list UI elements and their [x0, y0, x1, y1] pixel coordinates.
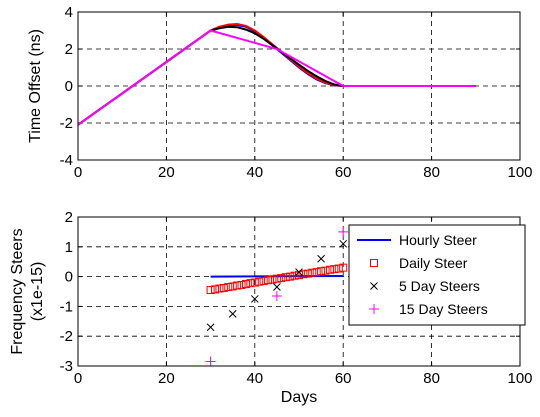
- x-tick-label: 100: [507, 370, 532, 387]
- data-point: [339, 239, 348, 248]
- data-point: [241, 280, 250, 289]
- y-tick-label: -3: [60, 358, 73, 375]
- series-3: [77, 29, 476, 126]
- data-point: [250, 295, 259, 303]
- y-tick-label: 4: [65, 4, 73, 21]
- series-line: [77, 29, 476, 126]
- y-axis-label-line: Frequency Steers: [9, 228, 26, 354]
- y-tick-label: -2: [60, 115, 73, 132]
- x-tick-label: 40: [246, 164, 263, 181]
- data-point: [299, 270, 308, 279]
- data-point: [334, 264, 343, 273]
- y-tick-label: 2: [65, 41, 73, 58]
- y-axis-label: Time Offset (ns): [27, 29, 44, 143]
- y-tick-label: -1: [60, 298, 73, 315]
- frequency-steers-chart: 0 20 40 60 80 100 -3 -2 -1 0 1 2 Frequency Steers (x1…: [9, 209, 533, 406]
- legend-swatch: [369, 304, 379, 314]
- series-0: [210, 275, 344, 278]
- x-tick-label: 60: [335, 370, 352, 387]
- data-point: [317, 267, 326, 276]
- legend-label: 15 Day Steers: [399, 301, 488, 317]
- x-axis-label: Days: [281, 389, 317, 406]
- legend-label: Daily Steer: [399, 255, 468, 271]
- legend: Hourly Steer Daily Steer 5 Day Steers 15 Da…: [348, 224, 526, 326]
- data-point: [290, 271, 299, 280]
- data-point: [250, 278, 259, 287]
- data-point: [228, 282, 237, 291]
- x-tick-label: 0: [74, 164, 82, 181]
- legend-swatch: [370, 282, 378, 290]
- data-point: [237, 280, 246, 289]
- data-point: [321, 266, 330, 275]
- data-point: [338, 226, 349, 237]
- data-point: [308, 268, 317, 277]
- data-point: [264, 276, 273, 285]
- legend-label: 5 Day Steers: [399, 278, 480, 294]
- data-point: [259, 277, 268, 286]
- y-tick-label: 1: [65, 239, 73, 256]
- y-axis-label-line: Time Offset (ns): [27, 29, 44, 143]
- data-point: [268, 275, 277, 284]
- y-tick-label: 0: [65, 269, 73, 286]
- legend-swatch: [370, 259, 378, 267]
- data-point: [286, 272, 295, 281]
- data-point: [224, 283, 233, 292]
- x-tick-label: 20: [158, 164, 175, 181]
- data-point: [206, 323, 215, 332]
- data-point: [271, 290, 282, 301]
- data-point: [325, 265, 334, 274]
- y-tick-label: 0: [65, 78, 73, 95]
- data-point: [281, 273, 290, 282]
- axes-box: [77, 11, 521, 161]
- data-point: [312, 268, 321, 277]
- x-tick-label: 100: [507, 164, 532, 181]
- data-point: [330, 265, 339, 274]
- x-tick-label: 40: [246, 370, 263, 387]
- data-point: [273, 283, 281, 291]
- x-tick-label: 80: [423, 370, 440, 387]
- y-tick-label: -2: [60, 328, 73, 345]
- data-point: [339, 263, 348, 272]
- data-point: [233, 281, 242, 290]
- data-point: [295, 268, 303, 276]
- data-point: [215, 284, 224, 293]
- data-point: [272, 274, 281, 283]
- data-point: [205, 356, 216, 367]
- data-point: [211, 285, 220, 294]
- series-3: [205, 226, 349, 367]
- y-axis-label: Frequency Steers (x1e-15): [9, 228, 46, 354]
- data-point: [206, 286, 215, 295]
- data-point: [303, 269, 312, 278]
- x-tick-label: 20: [158, 370, 175, 387]
- y-tick-label: 2: [65, 209, 73, 226]
- data-point: [219, 283, 228, 292]
- series-1: [206, 263, 348, 295]
- data-point: [277, 274, 286, 283]
- data-point: [246, 279, 255, 288]
- legend-label: Hourly Steer: [399, 232, 477, 248]
- data-point: [228, 309, 237, 318]
- data-point: [255, 277, 264, 286]
- series-line: [210, 275, 344, 278]
- y-tick-label: -4: [60, 152, 73, 169]
- y-axis-label-line: (x1e-15): [29, 262, 46, 322]
- time-offset-chart: 0 20 40 60 80 100 -4 -2 0 2 4 Time Offset (ns): [27, 4, 533, 181]
- data-point: [317, 254, 325, 263]
- x-tick-label: 60: [335, 164, 352, 181]
- series-2: [206, 239, 348, 332]
- x-tick-label: 80: [423, 164, 440, 181]
- legend-box: [348, 224, 526, 326]
- x-tick-label: 0: [74, 370, 82, 387]
